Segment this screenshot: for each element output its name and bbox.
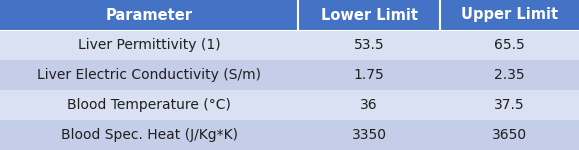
Bar <box>440 120 579 150</box>
Bar <box>298 0 440 30</box>
Text: 3650: 3650 <box>492 128 527 142</box>
Bar <box>440 0 579 30</box>
Bar <box>0 60 298 90</box>
Text: 53.5: 53.5 <box>354 38 384 52</box>
Bar <box>0 30 298 60</box>
Bar <box>0 90 298 120</box>
Text: Blood Temperature (°C): Blood Temperature (°C) <box>67 98 231 112</box>
Bar <box>0 120 298 150</box>
Text: Upper Limit: Upper Limit <box>461 8 558 22</box>
Bar <box>0 0 298 30</box>
Text: 2.35: 2.35 <box>494 68 525 82</box>
Bar <box>440 90 579 120</box>
Bar <box>298 90 440 120</box>
Bar <box>440 60 579 90</box>
Text: 36: 36 <box>360 98 378 112</box>
Text: 37.5: 37.5 <box>494 98 525 112</box>
Bar <box>298 60 440 90</box>
Text: 1.75: 1.75 <box>354 68 384 82</box>
Bar <box>298 30 440 60</box>
Text: Blood Spec. Heat (J/Kg*K): Blood Spec. Heat (J/Kg*K) <box>61 128 237 142</box>
Text: 65.5: 65.5 <box>494 38 525 52</box>
Text: Parameter: Parameter <box>105 8 193 22</box>
Text: Liver Electric Conductivity (S/m): Liver Electric Conductivity (S/m) <box>37 68 261 82</box>
Text: Liver Permittivity (1): Liver Permittivity (1) <box>78 38 221 52</box>
Bar <box>440 30 579 60</box>
Text: 3350: 3350 <box>351 128 387 142</box>
Text: Lower Limit: Lower Limit <box>321 8 417 22</box>
Bar <box>298 120 440 150</box>
